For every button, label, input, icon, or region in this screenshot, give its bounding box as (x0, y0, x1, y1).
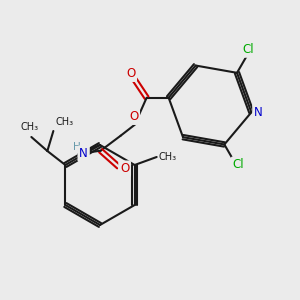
Text: CH₃: CH₃ (159, 152, 177, 162)
Text: O: O (129, 110, 138, 123)
Text: N: N (254, 106, 263, 119)
Text: H: H (73, 142, 80, 152)
Text: Cl: Cl (232, 158, 244, 171)
Text: CH₃: CH₃ (20, 122, 38, 132)
Text: O: O (126, 67, 135, 80)
Text: N: N (79, 147, 88, 160)
Text: CH₃: CH₃ (56, 117, 74, 127)
Text: O: O (120, 162, 129, 175)
Text: Cl: Cl (242, 43, 254, 56)
